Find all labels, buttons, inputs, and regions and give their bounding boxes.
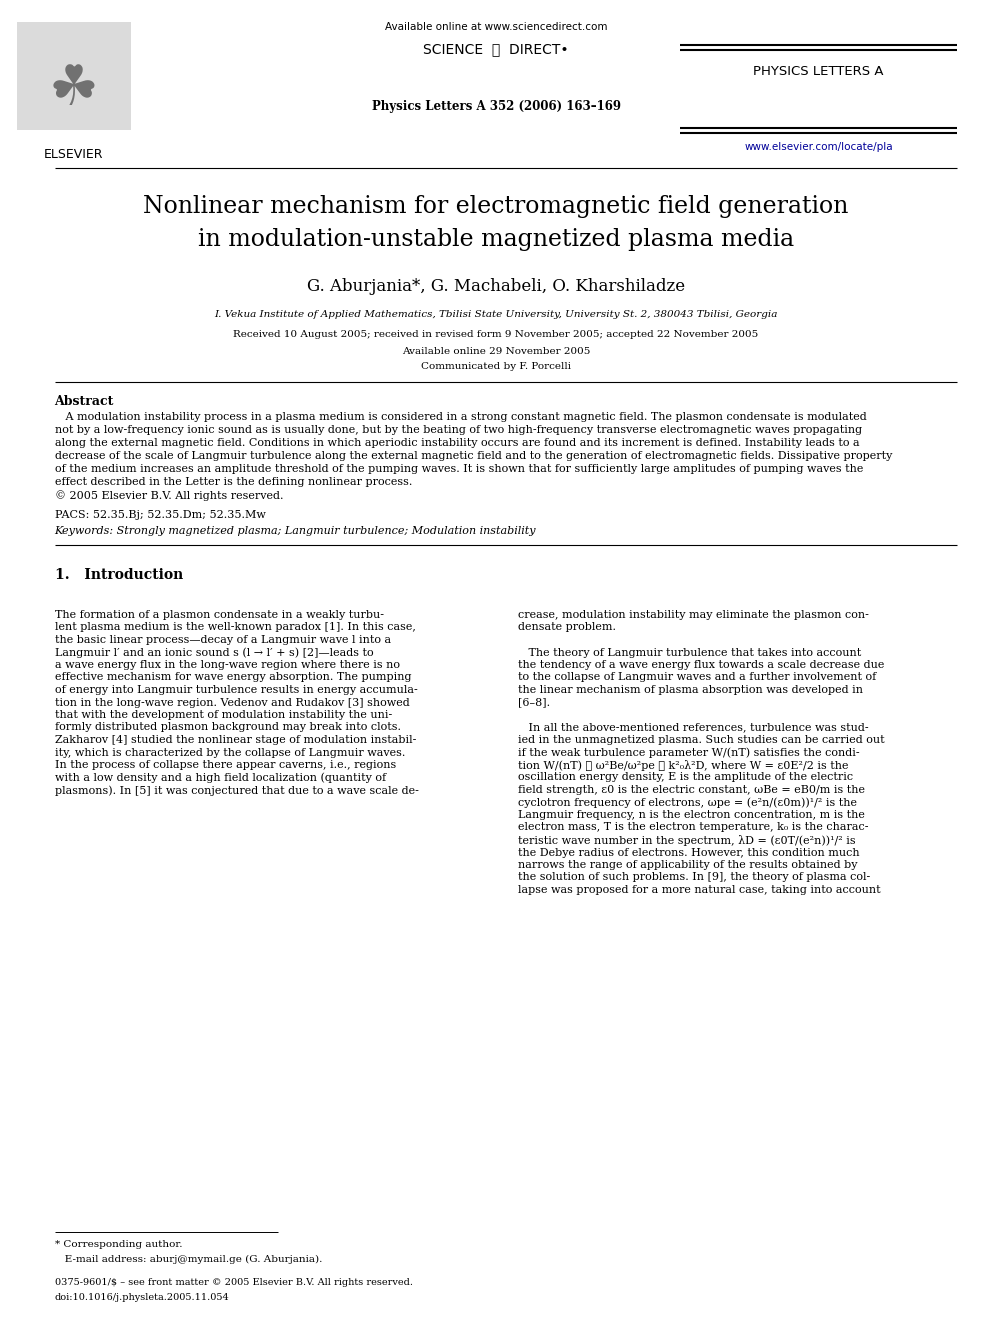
Text: Received 10 August 2005; received in revised form 9 November 2005; accepted 22 N: Received 10 August 2005; received in rev… (233, 329, 759, 339)
Text: SCIENCE  ⓐ  DIRECT•: SCIENCE ⓐ DIRECT• (424, 42, 568, 56)
Text: oscillation energy density, E is the amplitude of the electric: oscillation energy density, E is the amp… (518, 773, 853, 782)
Text: * Corresponding author.: * Corresponding author. (55, 1240, 183, 1249)
Text: of the medium increases an amplitude threshold of the pumping waves. It is shown: of the medium increases an amplitude thr… (55, 464, 863, 474)
Text: formly distributed plasmon background may break into clots.: formly distributed plasmon background ma… (55, 722, 401, 733)
Text: densate problem.: densate problem. (518, 623, 616, 632)
Text: Communicated by F. Porcelli: Communicated by F. Porcelli (421, 363, 571, 370)
Text: ied in the unmagnetized plasma. Such studies can be carried out: ied in the unmagnetized plasma. Such stu… (518, 736, 885, 745)
Text: E-mail address: aburj@mymail.ge (G. Aburjania).: E-mail address: aburj@mymail.ge (G. Abur… (55, 1256, 322, 1263)
Text: narrows the range of applicability of the results obtained by: narrows the range of applicability of th… (518, 860, 857, 871)
Text: Zakharov [4] studied the nonlinear stage of modulation instabil-: Zakharov [4] studied the nonlinear stage… (55, 736, 416, 745)
Text: tion in the long-wave region. Vedenov and Rudakov [3] showed: tion in the long-wave region. Vedenov an… (55, 697, 410, 708)
Text: if the weak turbulence parameter W/(nT) satisfies the condi-: if the weak turbulence parameter W/(nT) … (518, 747, 859, 758)
Text: lapse was proposed for a more natural case, taking into account: lapse was proposed for a more natural ca… (518, 885, 881, 894)
Text: ity, which is characterized by the collapse of Langmuir waves.: ity, which is characterized by the colla… (55, 747, 405, 758)
Text: a wave energy flux in the long-wave region where there is no: a wave energy flux in the long-wave regi… (55, 660, 400, 669)
Text: in modulation-unstable magnetized plasma media: in modulation-unstable magnetized plasma… (198, 228, 794, 251)
Text: crease, modulation instability may eliminate the plasmon con-: crease, modulation instability may elimi… (518, 610, 869, 620)
Text: the Debye radius of electrons. However, this condition much: the Debye radius of electrons. However, … (518, 848, 859, 857)
Text: electron mass, T is the electron temperature, k₀ is the charac-: electron mass, T is the electron tempera… (518, 823, 868, 832)
Text: plasmons). In [5] it was conjectured that due to a wave scale de-: plasmons). In [5] it was conjectured tha… (55, 785, 419, 795)
Text: Physics Letters A 352 (2006) 163–169: Physics Letters A 352 (2006) 163–169 (371, 101, 621, 112)
Text: PACS: 52.35.Bj; 52.35.Dm; 52.35.Mw: PACS: 52.35.Bj; 52.35.Dm; 52.35.Mw (55, 509, 266, 520)
Text: [6–8].: [6–8]. (518, 697, 550, 708)
Text: 0375-9601/$ – see front matter © 2005 Elsevier B.V. All rights reserved.: 0375-9601/$ – see front matter © 2005 El… (55, 1278, 413, 1287)
Text: I. Vekua Institute of Applied Mathematics, Tbilisi State University, University : I. Vekua Institute of Applied Mathematic… (214, 310, 778, 319)
Text: effective mechanism for wave energy absorption. The pumping: effective mechanism for wave energy abso… (55, 672, 411, 683)
Text: Nonlinear mechanism for electromagnetic field generation: Nonlinear mechanism for electromagnetic … (143, 194, 849, 218)
Text: Langmuir frequency, n is the electron concentration, m is the: Langmuir frequency, n is the electron co… (518, 810, 865, 820)
Text: In all the above-mentioned references, turbulence was stud-: In all the above-mentioned references, t… (518, 722, 868, 733)
Text: the solution of such problems. In [9], the theory of plasma col-: the solution of such problems. In [9], t… (518, 872, 870, 882)
Text: field strength, ε0 is the electric constant, ωBe = eB0/m is the: field strength, ε0 is the electric const… (518, 785, 865, 795)
Text: the tendency of a wave energy flux towards a scale decrease due: the tendency of a wave energy flux towar… (518, 660, 884, 669)
Text: Keywords: Strongly magnetized plasma; Langmuir turbulence; Modulation instabilit: Keywords: Strongly magnetized plasma; La… (55, 527, 536, 536)
Text: © 2005 Elsevier B.V. All rights reserved.: © 2005 Elsevier B.V. All rights reserved… (55, 490, 283, 501)
Text: The theory of Langmuir turbulence that takes into account: The theory of Langmuir turbulence that t… (518, 647, 861, 658)
Text: of energy into Langmuir turbulence results in energy accumula-: of energy into Langmuir turbulence resul… (55, 685, 418, 695)
Text: not by a low-frequency ionic sound as is usually done, but by the beating of two: not by a low-frequency ionic sound as is… (55, 425, 862, 435)
Text: 1.   Introduction: 1. Introduction (55, 568, 183, 582)
Text: Available online at www.sciencedirect.com: Available online at www.sciencedirect.co… (385, 22, 607, 32)
Text: decrease of the scale of Langmuir turbulence along the external magnetic field a: decrease of the scale of Langmuir turbul… (55, 451, 892, 460)
Text: www.elsevier.com/locate/pla: www.elsevier.com/locate/pla (744, 142, 893, 152)
Text: effect described in the Letter is the defining nonlinear process.: effect described in the Letter is the de… (55, 478, 412, 487)
Bar (17, 21, 131, 130)
Text: doi:10.1016/j.physleta.2005.11.054: doi:10.1016/j.physleta.2005.11.054 (55, 1293, 229, 1302)
Text: PHYSICS LETTERS A: PHYSICS LETTERS A (753, 65, 884, 78)
Text: along the external magnetic field. Conditions in which aperiodic instability occ: along the external magnetic field. Condi… (55, 438, 859, 448)
Text: with a low density and a high field localization (quantity of: with a low density and a high field loca… (55, 773, 386, 783)
Text: G. Aburjania*, G. Machabeli, O. Kharshiladze: G. Aburjania*, G. Machabeli, O. Kharshil… (307, 278, 685, 295)
Text: the basic linear process—decay of a Langmuir wave l into a: the basic linear process—decay of a Lang… (55, 635, 391, 646)
Text: Langmuir l′ and an ionic sound s (l → l′ + s) [2]—leads to: Langmuir l′ and an ionic sound s (l → l′… (55, 647, 373, 658)
Text: to the collapse of Langmuir waves and a further involvement of: to the collapse of Langmuir waves and a … (518, 672, 876, 683)
Text: In the process of collapse there appear caverns, i.e., regions: In the process of collapse there appear … (55, 759, 396, 770)
Text: teristic wave number in the spectrum, λD = (ε0T/(e²n))¹/² is: teristic wave number in the spectrum, λD… (518, 835, 855, 845)
Text: the linear mechanism of plasma absorption was developed in: the linear mechanism of plasma absorptio… (518, 685, 863, 695)
Text: lent plasma medium is the well-known paradox [1]. In this case,: lent plasma medium is the well-known par… (55, 623, 416, 632)
Text: cyclotron frequency of electrons, ωpe = (e²n/(ε0m))¹/² is the: cyclotron frequency of electrons, ωpe = … (518, 798, 857, 808)
Text: that with the development of modulation instability the uni-: that with the development of modulation … (55, 710, 392, 720)
Text: ☘: ☘ (49, 64, 99, 116)
Text: A modulation instability process in a plasma medium is considered in a strong co: A modulation instability process in a pl… (55, 411, 866, 422)
Text: tion W/(nT) ≫ ω²Be/ω²pe ≪ k²₀λ²D, where W = ε0E²/2 is the: tion W/(nT) ≫ ω²Be/ω²pe ≪ k²₀λ²D, where … (518, 759, 848, 771)
Text: ELSEVIER: ELSEVIER (45, 148, 103, 161)
Text: The formation of a plasmon condensate in a weakly turbu-: The formation of a plasmon condensate in… (55, 610, 384, 620)
Text: Abstract: Abstract (55, 396, 114, 407)
Text: Available online 29 November 2005: Available online 29 November 2005 (402, 347, 590, 356)
